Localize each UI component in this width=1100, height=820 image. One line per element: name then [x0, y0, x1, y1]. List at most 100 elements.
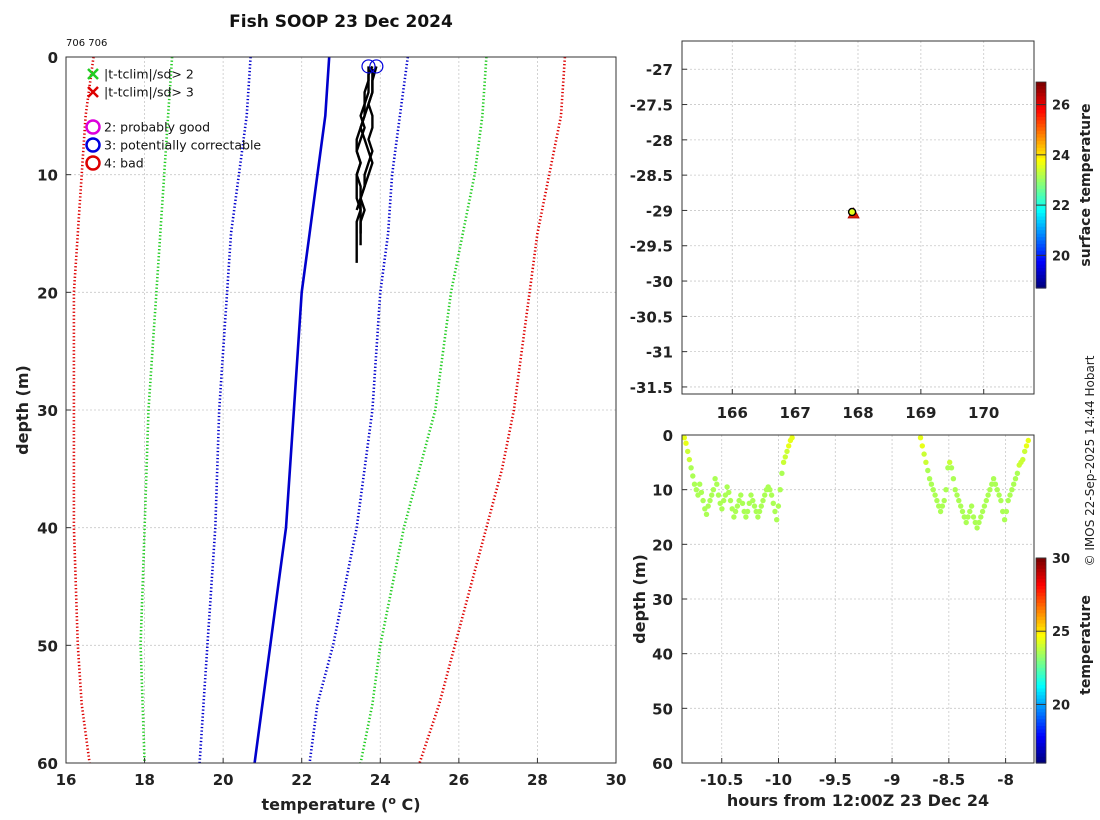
- profile-y-tick-label: 60: [37, 755, 58, 773]
- map-colorbar-swatch: [1036, 178, 1046, 183]
- time-depth-colorbar-swatch: [1036, 752, 1046, 757]
- time-depth-point: [981, 503, 988, 509]
- time-depth-colorbar-swatch: [1036, 660, 1046, 665]
- map-colorbar-swatch: [1036, 281, 1046, 286]
- time-depth-point: [767, 487, 773, 493]
- time-depth-point: [967, 508, 973, 515]
- map-position-point: [847, 207, 857, 217]
- time-depth-point: [919, 443, 925, 449]
- time-depth-point: [690, 473, 696, 479]
- time-depth-point: [683, 440, 689, 446]
- time-depth-point: [780, 459, 787, 465]
- time-depth-point: [685, 448, 691, 455]
- time-depth-x-tick-label: -9: [884, 771, 901, 789]
- map-colorbar-tick-label: 20: [1052, 249, 1070, 264]
- time-depth-colorbar-swatch: [1036, 749, 1046, 754]
- time-depth-point: [768, 492, 775, 498]
- time-depth-point: [688, 465, 694, 471]
- time-depth-point: [941, 497, 947, 504]
- map-y-tick-label: -31.5: [630, 379, 673, 397]
- profile-y-tick-label: 50: [37, 637, 58, 655]
- time-depth-colorbar-swatch: [1036, 663, 1046, 668]
- map-colorbar-swatch: [1036, 229, 1046, 234]
- map-colorbar-swatch: [1036, 88, 1046, 93]
- time-depth-point: [715, 492, 722, 498]
- time-depth-point: [1009, 487, 1015, 493]
- map-colorbar-swatch: [1036, 109, 1046, 114]
- map-colorbar-swatch: [1036, 123, 1046, 128]
- map-colorbar-swatch: [1036, 277, 1046, 282]
- map-colorbar-swatch: [1036, 181, 1046, 186]
- time-depth-colorbar-label: temperature: [1078, 595, 1094, 695]
- map-colorbar-swatch: [1036, 243, 1046, 248]
- time-depth-colorbar-swatch: [1036, 739, 1046, 744]
- time-depth-colorbar-swatch: [1036, 759, 1046, 764]
- time-depth-point: [928, 481, 935, 487]
- time-depth-y-tick-label: 50: [652, 700, 673, 718]
- profile-cast-line: [355, 68, 374, 211]
- legend-marker-x: [87, 86, 99, 98]
- time-depth-colorbar-swatch: [1036, 558, 1046, 563]
- time-depth-point: [947, 459, 953, 465]
- time-depth-point: [965, 514, 971, 520]
- legend-marker-x: [87, 68, 99, 80]
- time-depth-point: [1012, 476, 1019, 482]
- time-depth-point: [1021, 448, 1028, 455]
- time-depth-colorbar-swatch: [1036, 646, 1046, 651]
- profile-x-tick-label: 20: [213, 771, 234, 789]
- map-colorbar-swatch: [1036, 174, 1046, 179]
- map-colorbar-swatch: [1036, 226, 1046, 231]
- map-colorbar-swatch: [1036, 167, 1046, 172]
- profile-y-tick-label: 40: [37, 520, 58, 538]
- time-depth-point: [691, 481, 698, 487]
- map-colorbar-swatch: [1036, 154, 1046, 159]
- time-depth-colorbar-swatch: [1036, 722, 1046, 727]
- time-depth-point: [758, 503, 764, 509]
- map-colorbar-tick-label: 24: [1052, 149, 1070, 164]
- time-depth-x-tick-label: -8: [997, 771, 1014, 789]
- legend-label: |t-tclim|/sd> 3: [104, 85, 194, 100]
- time-depth-point: [779, 470, 785, 476]
- time-depth-x-tick-label: -9.5: [819, 771, 852, 789]
- map-colorbar-swatch: [1036, 157, 1046, 162]
- time-depth-colorbar-swatch: [1036, 605, 1046, 610]
- time-depth-point: [782, 454, 788, 460]
- map-x-tick-label: 166: [717, 404, 748, 422]
- map-colorbar-swatch: [1036, 222, 1046, 227]
- time-depth-ticks: -10.5 -10 -9.5 -9 -8.5 -8 0 10 20 30 40 50 60: [652, 427, 1014, 789]
- time-depth-point: [987, 487, 993, 493]
- legend-label: 4: bad: [104, 156, 144, 171]
- map-colorbar-swatch: [1036, 239, 1046, 244]
- time-depth-point: [762, 492, 768, 498]
- time-depth-grid: [682, 434, 1034, 764]
- time-depth-y-tick-label: 0: [663, 427, 673, 445]
- time-depth-point: [972, 519, 978, 526]
- time-depth-point: [917, 435, 924, 441]
- time-depth-colorbar-swatch: [1036, 694, 1046, 699]
- profile-cast-line: [359, 66, 374, 234]
- time-depth-colorbar-swatch: [1036, 704, 1046, 709]
- time-depth-point: [930, 487, 936, 493]
- time-depth-point: [693, 487, 699, 493]
- map-y-tick-label: -27.5: [630, 97, 673, 115]
- time-depth-colorbar-swatch: [1036, 711, 1046, 716]
- time-depth-point: [772, 508, 778, 515]
- map-y-tick-label: -30.5: [630, 308, 673, 326]
- profile-series-line: [198, 56, 252, 764]
- time-depth-point: [1014, 470, 1021, 476]
- time-depth-colorbar-swatch: [1036, 691, 1046, 696]
- time-depth-point: [979, 508, 986, 515]
- time-depth-y-tick-label: 10: [652, 482, 673, 500]
- map-colorbar-swatch: [1036, 219, 1046, 224]
- time-depth-colorbar-swatch: [1036, 640, 1046, 645]
- time-depth-point: [786, 443, 792, 449]
- time-depth-point: [961, 514, 967, 520]
- time-depth-point: [939, 503, 946, 509]
- map-colorbar-swatch: [1036, 112, 1046, 117]
- time-depth-point: [994, 487, 1000, 493]
- time-depth-point: [744, 508, 751, 515]
- profile-series-line: [72, 56, 95, 764]
- time-depth-point: [774, 517, 780, 523]
- time-depth-point: [770, 500, 776, 506]
- time-depth-point: [721, 497, 727, 504]
